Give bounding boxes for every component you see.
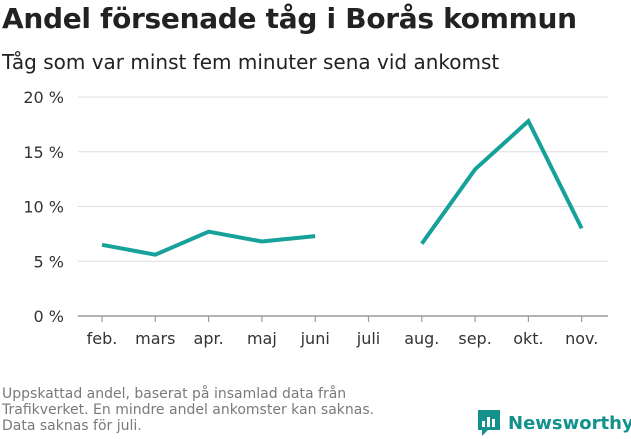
- grid-lines: [78, 96, 608, 317]
- footnote-line: Uppskattad andel, baserat på insamlad da…: [2, 386, 347, 402]
- x-tick-label: aug.: [404, 329, 439, 348]
- x-tick-label: sep.: [458, 329, 491, 348]
- x-tick-label: apr.: [194, 329, 224, 348]
- footnote-line: Data saknas för juli.: [2, 418, 142, 434]
- chart-title: Andel försenade tåg i Borås kommun: [2, 2, 577, 35]
- x-tick-label: mars: [135, 329, 175, 348]
- y-tick-label: 0 %: [34, 307, 64, 326]
- series-lines: [101, 117, 584, 257]
- y-axis-tick-labels: 0 % 5 % 10 % 15 % 20 %: [23, 88, 64, 326]
- y-tick-label: 10 %: [23, 198, 64, 217]
- y-tick-label: 15 %: [23, 143, 64, 162]
- x-tick-label: maj: [247, 329, 277, 348]
- brand-name: Newsworthy: [508, 412, 631, 434]
- x-tick-label: okt.: [513, 329, 543, 348]
- x-tick-label: juni: [300, 329, 330, 348]
- newsworthy-logo-icon: [478, 410, 500, 436]
- x-axis-tick-labels: feb. mars apr. maj juni juli aug. sep. okt. nov.: [87, 316, 598, 348]
- x-tick-label: juli: [356, 329, 380, 348]
- y-tick-label: 5 %: [34, 252, 64, 271]
- x-tick-label: feb.: [87, 329, 118, 348]
- footnote-line: Trafikverket. En mindre andel ankomster …: [2, 402, 375, 418]
- x-tick-label: nov.: [565, 329, 598, 348]
- series-line-segment: [101, 229, 316, 257]
- chart-subtitle: Tåg som var minst fem minuter sena vid a…: [2, 50, 500, 74]
- y-tick-label: 20 %: [23, 88, 64, 107]
- brand-logo: Newsworthy: [476, 408, 631, 438]
- footnote: Uppskattad andel, baserat på insamlad da…: [2, 386, 442, 434]
- series-line-segment: [420, 117, 584, 245]
